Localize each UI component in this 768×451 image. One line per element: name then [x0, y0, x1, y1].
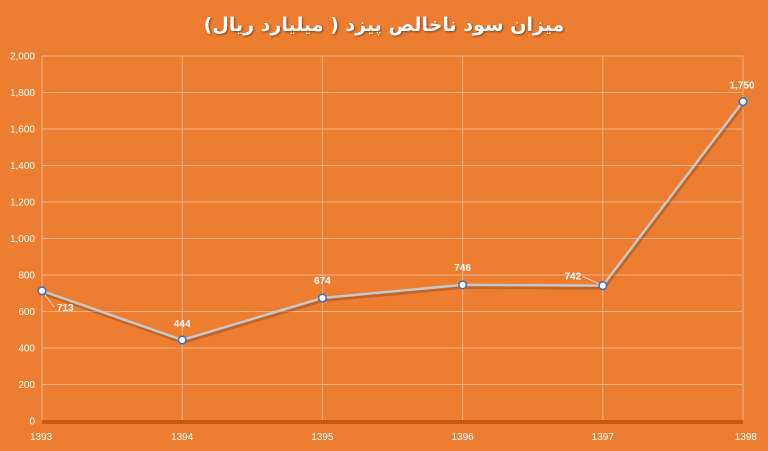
y-tick-label: 0: [29, 417, 35, 428]
y-tick-label: 600: [18, 307, 35, 318]
y-tick-label: 400: [18, 344, 35, 355]
x-tick-label: 1394: [171, 432, 194, 443]
data-point: [317, 293, 328, 303]
data-point: [37, 286, 47, 296]
x-tick-label: 1393: [30, 432, 53, 443]
y-tick-label: 800: [18, 271, 35, 282]
x-tick-label: 1397: [592, 432, 615, 443]
data-point: [177, 335, 187, 345]
data-point: [598, 280, 608, 291]
data-label: 674: [314, 276, 331, 287]
x-tick-label: 1395: [311, 432, 334, 443]
data-label: 444: [174, 319, 191, 330]
series-line: [41, 100, 744, 342]
data-label: 1,750: [729, 81, 754, 92]
data-label: 713: [57, 303, 74, 314]
data-label: 742: [564, 272, 581, 283]
chart-title: میزان سود ناخالص پیزد ( میلیارد ریال): [203, 14, 565, 36]
y-tick-label: 2,000: [10, 52, 35, 63]
y-tick-label: 200: [18, 380, 35, 391]
y-tick-label: 1,000: [10, 234, 35, 245]
data-label-leader: [582, 276, 600, 285]
y-tick-label: 1,800: [10, 88, 35, 99]
y-tick-label: 1,200: [10, 198, 35, 209]
data-label: 746: [454, 263, 471, 274]
y-tick-label: 1,400: [10, 161, 35, 172]
series-line-shadow: [42, 102, 746, 345]
data-point: [458, 280, 468, 290]
data-point: [738, 97, 748, 107]
y-tick-label: 1,600: [10, 125, 35, 136]
x-tick-label: 1396: [451, 432, 474, 443]
data-label-leader: [44, 294, 55, 308]
x-tick-label: 1398: [735, 432, 758, 443]
